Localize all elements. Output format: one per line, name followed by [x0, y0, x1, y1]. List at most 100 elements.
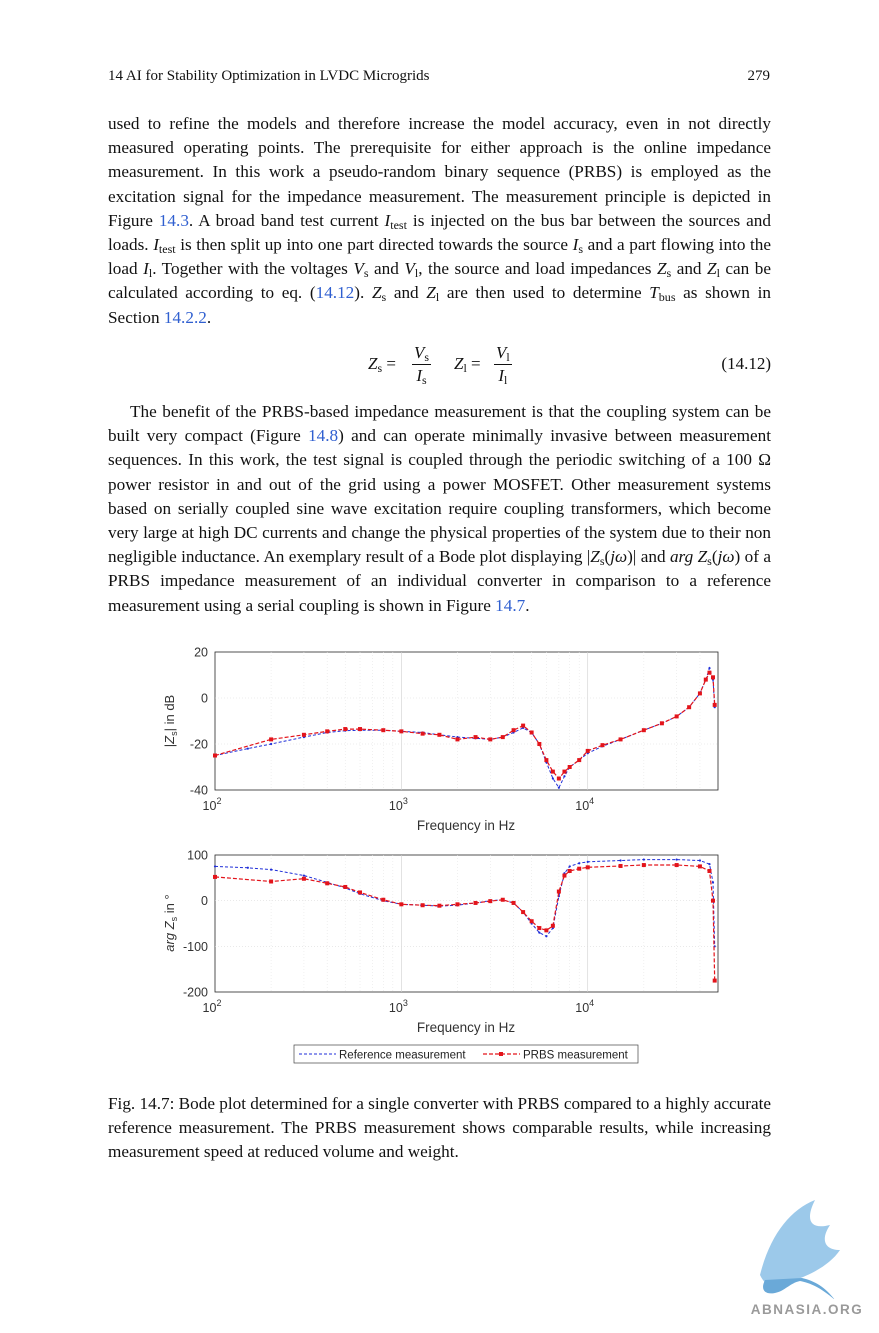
y-axis-label: arg Zs in °	[162, 894, 179, 951]
legend: Reference measurement PRBS measurement	[293, 1044, 639, 1064]
prbs-point	[511, 900, 516, 905]
figure-link-14-3[interactable]: 14.3	[158, 210, 189, 230]
prbs-point	[381, 728, 386, 733]
y-tick-label: -20	[190, 738, 208, 752]
prbs-point	[618, 737, 623, 742]
series-line-prbs	[214, 864, 716, 981]
grid	[215, 652, 718, 790]
y-tick-label: -40	[190, 784, 208, 798]
prbs-point	[537, 742, 542, 746]
prbs-point	[697, 864, 702, 869]
prbs-point	[529, 730, 534, 735]
figure-link-14-8[interactable]: 14.8	[308, 426, 339, 446]
prbs-point	[399, 729, 404, 734]
prbs-point	[544, 758, 549, 763]
prbs-point	[301, 732, 306, 737]
bode-magnitude-chart: 20 0 -20 -40 102 103 104 Frequency in Hz |Zs|…	[162, 646, 719, 833]
prbs-point	[687, 705, 692, 710]
prbs-point	[343, 884, 348, 889]
running-header: 14 AI for Stability Optimization in LVDC…	[108, 68, 770, 85]
prbs-point	[641, 863, 646, 868]
watermark-band	[740, 1299, 875, 1319]
reference-point	[708, 863, 711, 866]
figure-caption: Fig. 14.7: Bode plot determined for a si…	[108, 1094, 771, 1161]
equation-14-12: Zs = Vs Is Zl = Vl Il (14.12)	[368, 343, 771, 387]
prbs-point	[550, 769, 555, 774]
prbs-point	[399, 902, 404, 907]
prbs-point	[618, 863, 623, 868]
prbs-point	[358, 727, 363, 732]
prbs-point	[521, 723, 526, 728]
prbs-point	[420, 731, 425, 736]
prbs-point	[562, 873, 567, 878]
prbs-point	[420, 903, 425, 908]
prbs-point	[577, 758, 582, 763]
prbs-point	[567, 868, 572, 873]
series	[213, 666, 717, 789]
reference-point	[711, 881, 715, 884]
y-tick-label: 0	[201, 894, 208, 908]
prbs-point	[674, 863, 679, 868]
prbs-point	[488, 899, 493, 904]
plot-frame	[214, 651, 719, 791]
chapter-title: 14 AI for Stability Optimization in LVDC…	[108, 68, 430, 84]
prbs-point	[301, 876, 306, 881]
prbs-point	[567, 765, 572, 769]
prbs-point	[473, 735, 478, 740]
reference-point	[708, 667, 711, 670]
y-tick-labels: 100 0 -100 -200	[183, 849, 208, 1000]
y-tick-labels: 20 0 -20 -40	[190, 646, 208, 798]
prbs-point	[500, 897, 505, 902]
fraction-vs-is: Vs Is	[412, 343, 432, 387]
prbs-point	[269, 879, 274, 884]
prbs-point	[437, 732, 442, 737]
prbs-point	[556, 889, 561, 894]
legend-marker-prbs	[499, 1052, 503, 1056]
prbs-point	[473, 900, 478, 905]
reference-point	[578, 862, 581, 865]
prbs-point	[710, 675, 715, 680]
x-tick-label: 103	[389, 998, 408, 1015]
legend-label-prbs: PRBS measurement	[523, 1050, 629, 1062]
prbs-point	[544, 928, 549, 933]
prbs-point	[550, 923, 555, 928]
prbs-point	[556, 776, 561, 781]
legend-box	[293, 1044, 639, 1064]
page-number: 279	[747, 68, 771, 84]
paragraph-2: The benefit of the PRBS-based impedance …	[108, 402, 771, 615]
prbs-point	[488, 737, 493, 742]
prbs-point	[455, 737, 460, 742]
equation-link-14-12[interactable]: 14.12	[315, 283, 355, 303]
figure-link-14-7[interactable]: 14.7	[495, 595, 526, 615]
grid	[215, 855, 718, 992]
reference-point	[586, 860, 589, 863]
prbs-point	[529, 919, 534, 924]
x-axis-label: Frequency in Hz	[417, 1020, 516, 1035]
reference-point	[213, 865, 217, 868]
prbs-point	[325, 729, 330, 734]
prbs-point	[562, 769, 567, 774]
reference-point	[246, 747, 249, 750]
paragraph-1: used to refine the models and therefore …	[108, 114, 772, 327]
section-link-14-2-2[interactable]: 14.2.2	[163, 307, 207, 327]
reference-point	[270, 868, 273, 871]
y-tick-label: 0	[201, 692, 208, 706]
prbs-point	[358, 890, 363, 895]
reference-point	[302, 874, 306, 877]
bode-phase-chart: 100 0 -100 -200 102 103 104 Frequency in Hz a…	[162, 849, 719, 1064]
prbs-point	[585, 865, 590, 870]
prbs-point	[600, 743, 605, 748]
prbs-point	[500, 735, 505, 740]
prbs-point	[710, 898, 715, 903]
y-tick-label: 20	[194, 646, 208, 660]
reference-point	[551, 777, 554, 780]
x-tick-label: 103	[389, 796, 408, 813]
reference-point	[568, 865, 571, 868]
y-axis-label: |Zs| in dB	[162, 695, 179, 747]
x-axis-label: Frequency in Hz	[417, 818, 516, 833]
prbs-point	[343, 727, 348, 732]
prbs-point	[659, 721, 664, 726]
reference-point	[545, 935, 548, 938]
reference-point	[270, 742, 273, 746]
prbs-point	[703, 677, 708, 682]
